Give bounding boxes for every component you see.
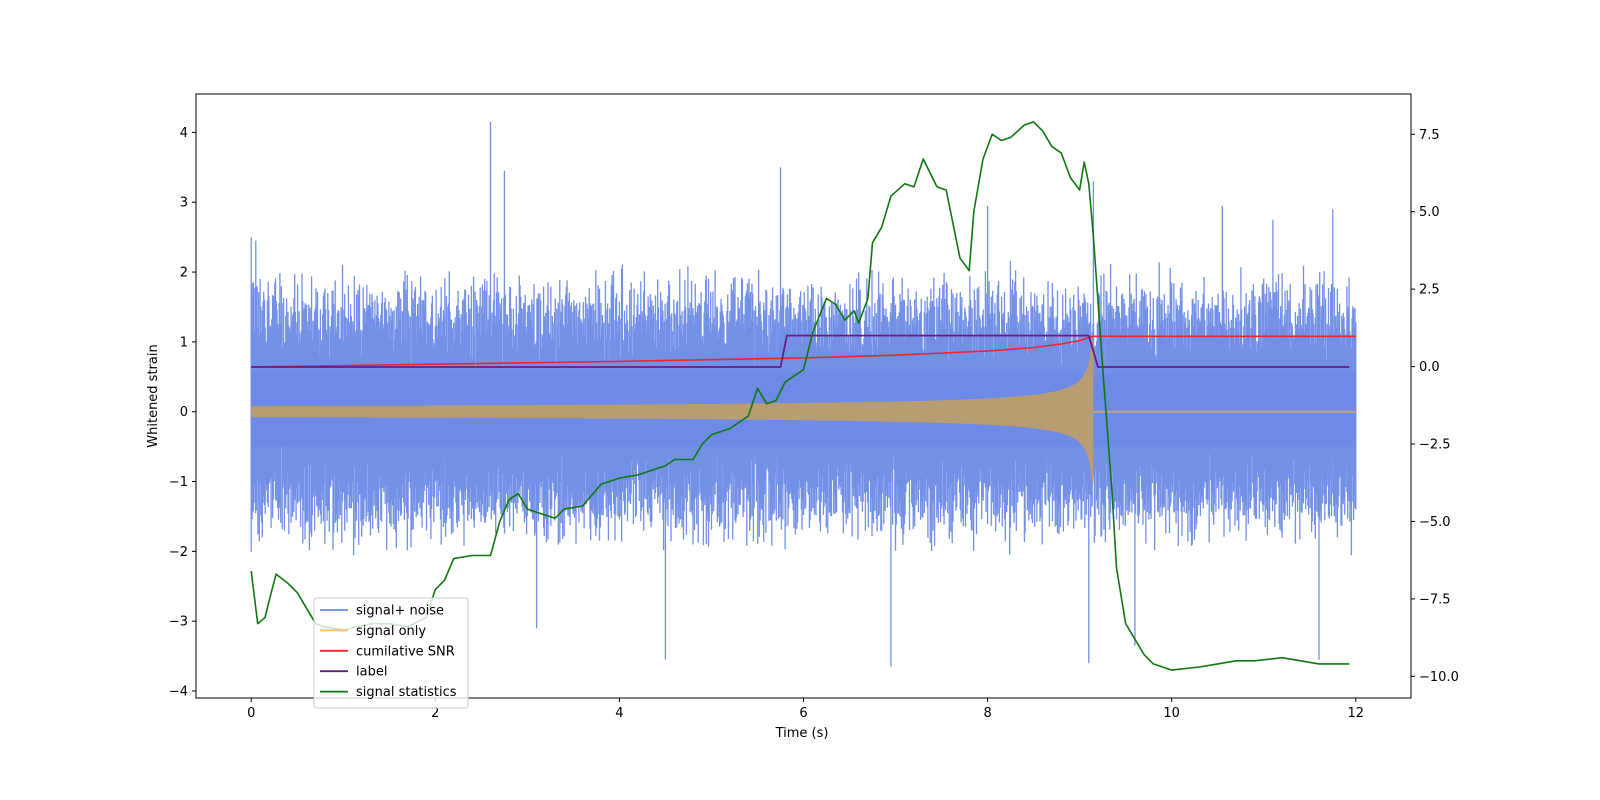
y-tick-label: −1 bbox=[169, 475, 188, 490]
y-tick-label: −4 bbox=[169, 685, 188, 700]
y-axis-left: −4 −3 −2 −1 0 1 2 3 4 bbox=[169, 126, 196, 700]
y2-tick-label: 2.5 bbox=[1419, 283, 1440, 298]
y-tick-label: −3 bbox=[169, 615, 188, 630]
y2-tick-label: −2.5 bbox=[1419, 438, 1451, 453]
series-signal-only bbox=[251, 338, 1356, 484]
x-axis-label: Time (s) bbox=[775, 726, 829, 741]
y-axis-label: Whitened strain bbox=[146, 344, 161, 447]
y-tick-label: 4 bbox=[180, 126, 188, 141]
x-tick-label: 8 bbox=[983, 706, 991, 721]
y-tick-label: 0 bbox=[180, 405, 188, 420]
plot-area bbox=[250, 121, 1357, 671]
legend-label: signal statistics bbox=[356, 685, 457, 700]
legend: signal+ noise signal only cumilative SNR la… bbox=[313, 597, 469, 709]
y2-tick-label: 0.0 bbox=[1419, 360, 1440, 375]
y2-tick-label: −10.0 bbox=[1419, 670, 1459, 685]
x-axis: 0 2 4 6 8 10 12 bbox=[247, 698, 1364, 721]
y-tick-label: 1 bbox=[180, 335, 188, 350]
y2-tick-label: 5.0 bbox=[1419, 205, 1440, 220]
y-tick-label: 2 bbox=[180, 266, 188, 281]
series-cumulative-snr bbox=[251, 335, 1356, 368]
chirp-envelope bbox=[251, 338, 1094, 484]
y2-tick-label: −7.5 bbox=[1419, 592, 1451, 607]
y-tick-label: −2 bbox=[169, 545, 188, 560]
y-tick-label: 3 bbox=[180, 196, 188, 211]
legend-label: cumilative SNR bbox=[356, 644, 455, 659]
x-tick-label: 6 bbox=[799, 706, 807, 721]
series-signal-statistics bbox=[250, 121, 1350, 671]
x-tick-label: 0 bbox=[247, 706, 255, 721]
y2-tick-label: 7.5 bbox=[1419, 128, 1440, 143]
noise-band-strokes bbox=[250, 121, 1357, 667]
series-label bbox=[251, 334, 1350, 368]
series-signal-noise bbox=[250, 121, 1357, 667]
x-tick-label: 4 bbox=[615, 706, 623, 721]
legend-label: label bbox=[356, 665, 387, 680]
x-tick-label: 12 bbox=[1347, 706, 1364, 721]
y-axis-right: −10.0 −7.5 −5.0 −2.5 0.0 2.5 5.0 7.5 bbox=[1411, 128, 1459, 685]
x-tick-label: 10 bbox=[1163, 706, 1180, 721]
legend-label: signal only bbox=[356, 624, 426, 639]
y2-tick-label: −5.0 bbox=[1419, 515, 1451, 530]
legend-label: signal+ noise bbox=[356, 604, 444, 619]
x-tick-label: 2 bbox=[431, 706, 439, 721]
legend-box bbox=[313, 597, 469, 709]
